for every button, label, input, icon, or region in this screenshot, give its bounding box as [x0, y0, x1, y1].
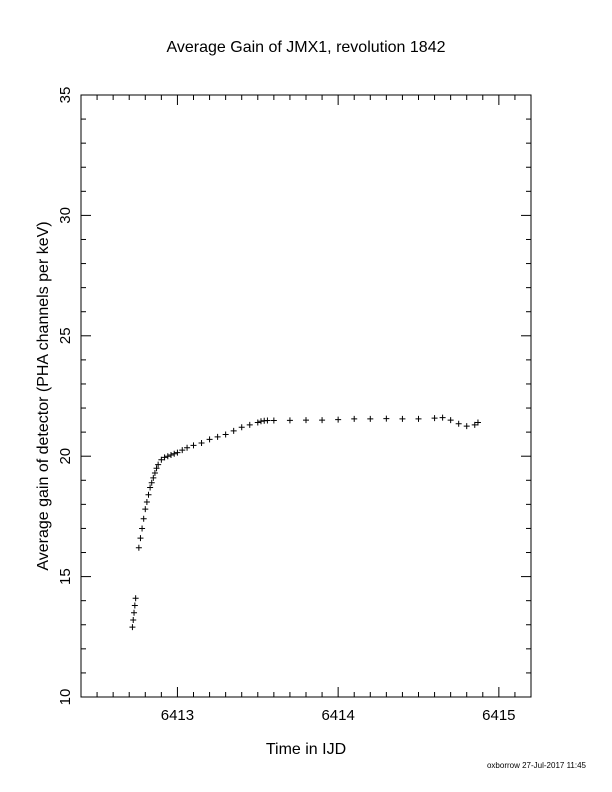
- data-point: [147, 484, 154, 491]
- data-point: [303, 417, 309, 424]
- data-point: [131, 602, 138, 609]
- data-point: [246, 421, 253, 428]
- data-point: [254, 419, 261, 426]
- data-point: [206, 436, 213, 443]
- data-point: [151, 470, 158, 477]
- y-tick-label: 10: [57, 689, 74, 706]
- y-tick-label: 15: [57, 568, 74, 585]
- data-point: [145, 491, 152, 498]
- x-tick-label: 6414: [321, 707, 354, 724]
- data-point: [174, 449, 181, 456]
- y-axis-label: Average gain of detector (PHA channels p…: [35, 221, 52, 570]
- x-tick-label: 6415: [482, 707, 515, 724]
- data-point: [198, 439, 205, 446]
- data-point: [168, 451, 174, 458]
- data-point: [415, 415, 422, 422]
- data-point: [447, 417, 454, 424]
- data-point: [132, 595, 139, 602]
- data-point: [351, 415, 358, 422]
- data-point: [471, 421, 478, 428]
- data-point: [319, 417, 326, 424]
- data-point: [214, 433, 221, 440]
- y-tick-label: 25: [57, 327, 74, 344]
- data-point: [335, 416, 342, 423]
- axis-ticks: [80, 94, 532, 698]
- data-point: [155, 461, 162, 468]
- y-tick-label: 35: [57, 87, 74, 104]
- data-point: [137, 535, 144, 542]
- data-point: [148, 479, 155, 486]
- data-point: [383, 415, 390, 422]
- data-point: [171, 450, 178, 457]
- data-point: [463, 423, 470, 430]
- data-point: [161, 454, 168, 461]
- data-point: [474, 419, 481, 426]
- data-point: [264, 417, 271, 424]
- data-point: [230, 427, 237, 434]
- data-point: [130, 616, 137, 623]
- data-point: [270, 417, 277, 424]
- data-point: [179, 447, 186, 454]
- data-point: [129, 624, 136, 631]
- data-point: [399, 415, 406, 422]
- plot-frame: [80, 94, 532, 698]
- footer-stamp: oxborrow 27-Jul-2017 11:45: [487, 761, 587, 770]
- data-points: [129, 414, 481, 631]
- data-point: [222, 431, 229, 438]
- tick-labels: 6413 6414 6415 10 15 20 25 30 35: [57, 87, 516, 724]
- data-point: [164, 453, 171, 460]
- data-point: [431, 415, 438, 422]
- data-point: [184, 444, 191, 451]
- data-point: [150, 474, 157, 481]
- x-tick-label: 6413: [161, 707, 194, 724]
- x-axis-label: Time in IJD: [266, 741, 346, 758]
- data-point: [143, 498, 150, 505]
- data-point: [131, 609, 138, 616]
- data-point: [367, 415, 374, 422]
- y-tick-label: 30: [57, 207, 74, 224]
- data-point: [142, 506, 149, 513]
- data-point: [238, 424, 245, 431]
- chart-title: Average Gain of JMX1, revolution 1842: [167, 39, 446, 56]
- y-tick-label: 20: [57, 448, 74, 465]
- data-point: [439, 414, 446, 421]
- data-point: [140, 515, 147, 522]
- data-point: [139, 525, 146, 532]
- data-point: [135, 544, 142, 551]
- data-point: [158, 456, 165, 463]
- data-point: [455, 420, 462, 427]
- data-point: [190, 442, 197, 449]
- data-point: [286, 417, 293, 424]
- data-point: [153, 465, 160, 472]
